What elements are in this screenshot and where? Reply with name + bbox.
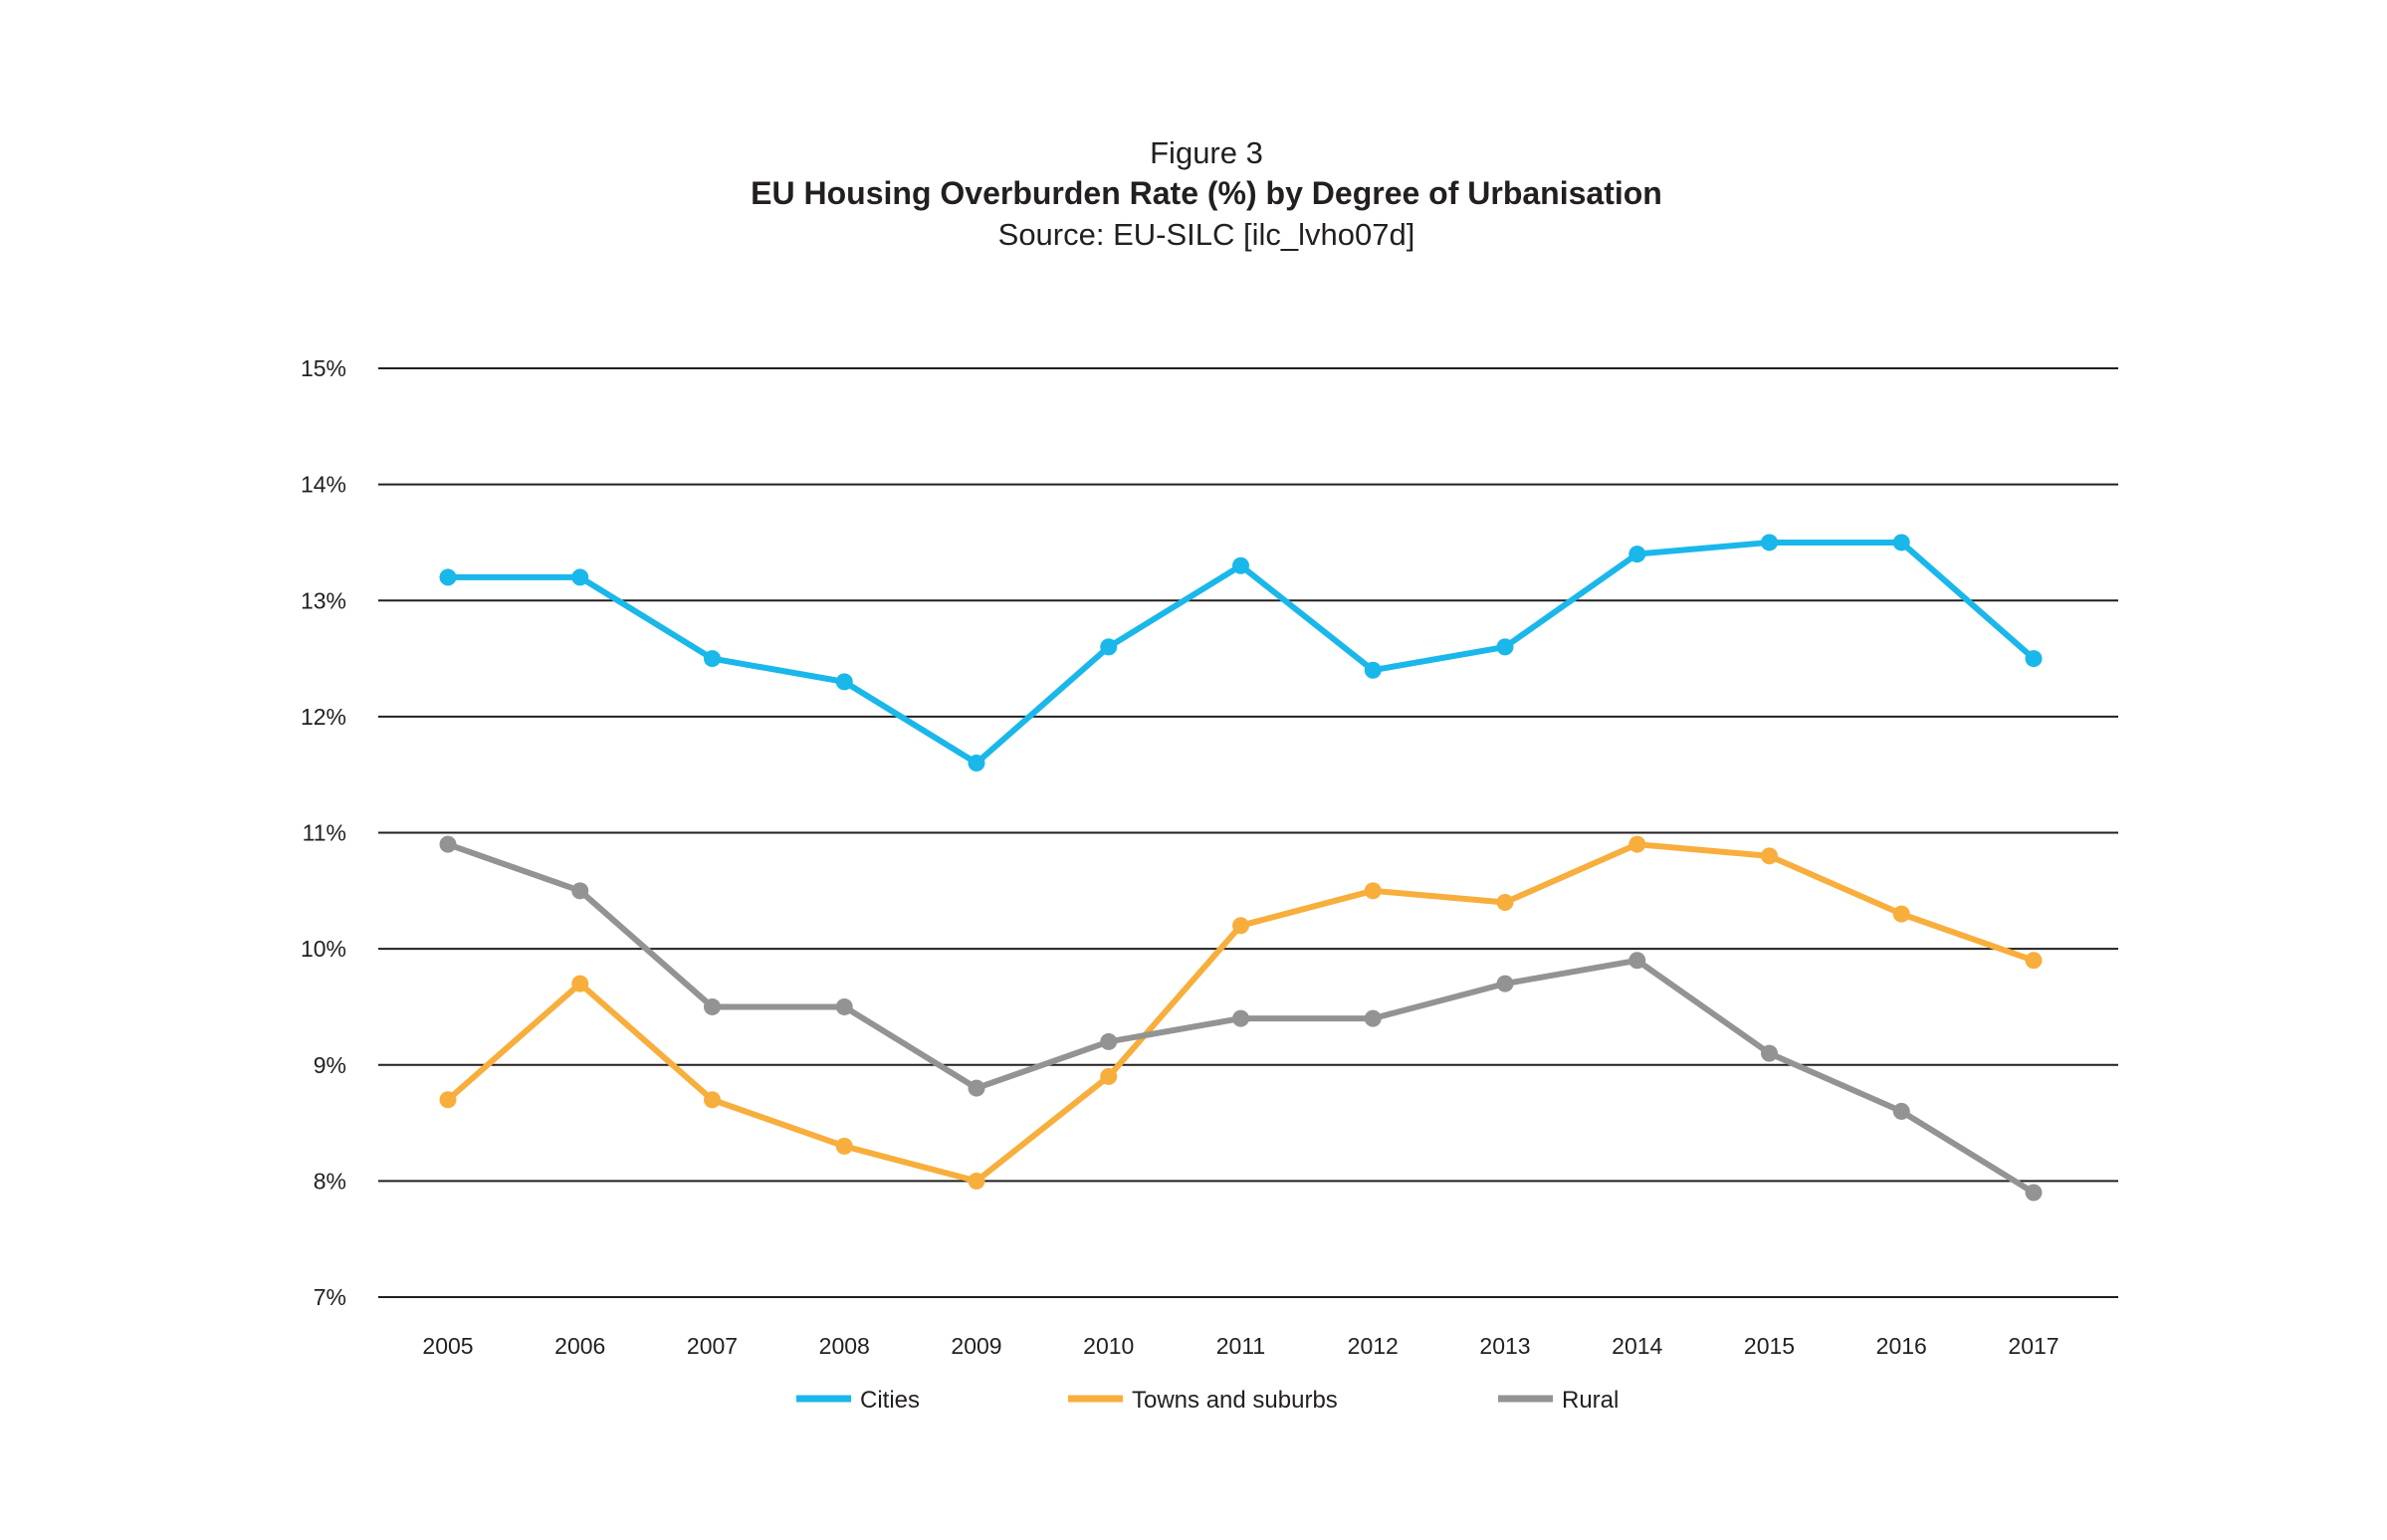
legend-label: Rural xyxy=(1562,1387,1619,1414)
x-tick-label: 2007 xyxy=(687,1333,738,1359)
data-point-towns-and-suburbs xyxy=(2025,952,2043,970)
series-cities xyxy=(439,534,2043,772)
chart-title: EU Housing Overburden Rate (%) by Degree… xyxy=(751,175,1662,211)
data-point-rural xyxy=(2025,1184,2043,1202)
legend-item-towns-and-suburbs: Towns and suburbs xyxy=(1068,1387,1338,1414)
x-tick-label: 2015 xyxy=(1744,1333,1795,1359)
data-point-rural xyxy=(704,997,721,1015)
data-point-rural xyxy=(1761,1044,1778,1062)
y-axis-tick-labels: 15% 14% 13% 12% 11% 10% 9% 8% 7% xyxy=(301,355,346,1310)
legend-item-cities: Cities xyxy=(796,1387,920,1414)
data-point-cities xyxy=(835,673,853,691)
data-point-cities xyxy=(1892,534,1910,551)
legend-label: Cities xyxy=(860,1387,920,1414)
data-point-cities xyxy=(2025,650,2043,668)
data-point-towns-and-suburbs xyxy=(835,1137,853,1155)
data-point-towns-and-suburbs xyxy=(1232,917,1249,935)
x-tick-label: 2009 xyxy=(951,1333,1001,1359)
y-tick-label: 8% xyxy=(314,1168,346,1194)
data-point-cities xyxy=(1761,534,1778,551)
series-line-cities xyxy=(445,539,2037,767)
data-point-rural xyxy=(1364,1009,1382,1027)
x-tick-label: 2012 xyxy=(1348,1333,1399,1359)
chart-source: Source: EU-SILC [ilc_lvho07d] xyxy=(998,217,1415,252)
data-point-towns-and-suburbs xyxy=(1100,1067,1118,1085)
data-point-rural xyxy=(835,997,853,1015)
data-point-cities xyxy=(1496,638,1514,656)
x-axis-tick-labels: 2005 2006 2007 2008 2009 2010 2011 2012 2013 2014… xyxy=(422,1333,2059,1359)
data-point-cities xyxy=(439,568,457,586)
data-point-cities xyxy=(1100,638,1118,656)
data-point-rural xyxy=(1496,975,1514,992)
data-point-cities xyxy=(704,650,721,668)
series-lines xyxy=(439,534,2043,1202)
x-tick-label: 2006 xyxy=(554,1333,605,1359)
data-point-towns-and-suburbs xyxy=(571,975,589,992)
data-point-cities xyxy=(571,568,589,586)
x-tick-label: 2017 xyxy=(2008,1333,2059,1359)
data-point-cities xyxy=(968,755,985,772)
series-towns-and-suburbs xyxy=(439,835,2043,1190)
data-point-towns-and-suburbs xyxy=(439,1091,457,1109)
y-tick-label: 10% xyxy=(301,936,346,962)
data-point-towns-and-suburbs xyxy=(1496,893,1514,911)
data-point-towns-and-suburbs xyxy=(1364,882,1382,900)
data-point-rural xyxy=(1628,952,1646,970)
x-tick-label: 2011 xyxy=(1216,1333,1265,1359)
data-point-towns-and-suburbs xyxy=(1761,847,1778,865)
y-tick-label: 9% xyxy=(314,1052,346,1078)
data-point-rural xyxy=(1232,1009,1249,1027)
y-tick-label: 7% xyxy=(314,1284,346,1310)
x-tick-label: 2016 xyxy=(1876,1333,1927,1359)
x-tick-label: 2014 xyxy=(1612,1333,1662,1359)
figure-label: Figure 3 xyxy=(1150,135,1263,170)
y-tick-label: 12% xyxy=(301,704,346,730)
y-tick-label: 15% xyxy=(301,355,346,381)
data-point-rural xyxy=(1892,1102,1910,1120)
y-tick-label: 11% xyxy=(303,820,346,846)
data-point-cities xyxy=(1364,661,1382,679)
data-point-rural xyxy=(571,882,589,900)
data-point-towns-and-suburbs xyxy=(704,1091,721,1109)
legend-label: Towns and suburbs xyxy=(1132,1387,1338,1414)
data-point-cities xyxy=(1232,556,1249,574)
legend-item-rural: Rural xyxy=(1498,1387,1619,1414)
series-rural xyxy=(439,835,2043,1202)
data-point-rural xyxy=(968,1079,985,1097)
data-point-cities xyxy=(1628,546,1646,563)
x-tick-label: 2008 xyxy=(819,1333,870,1359)
data-point-rural xyxy=(1100,1032,1118,1050)
legend: Cities Towns and suburbs Rural xyxy=(796,1387,1619,1414)
x-tick-label: 2010 xyxy=(1083,1333,1134,1359)
data-point-towns-and-suburbs xyxy=(968,1172,985,1190)
data-point-towns-and-suburbs xyxy=(1628,835,1646,853)
data-point-towns-and-suburbs xyxy=(1892,905,1910,923)
data-point-rural xyxy=(439,835,457,853)
y-tick-label: 13% xyxy=(301,587,346,613)
gridlines xyxy=(378,367,2118,1298)
x-tick-label: 2005 xyxy=(422,1333,473,1359)
y-tick-label: 14% xyxy=(301,472,346,498)
x-tick-label: 2013 xyxy=(1479,1333,1530,1359)
